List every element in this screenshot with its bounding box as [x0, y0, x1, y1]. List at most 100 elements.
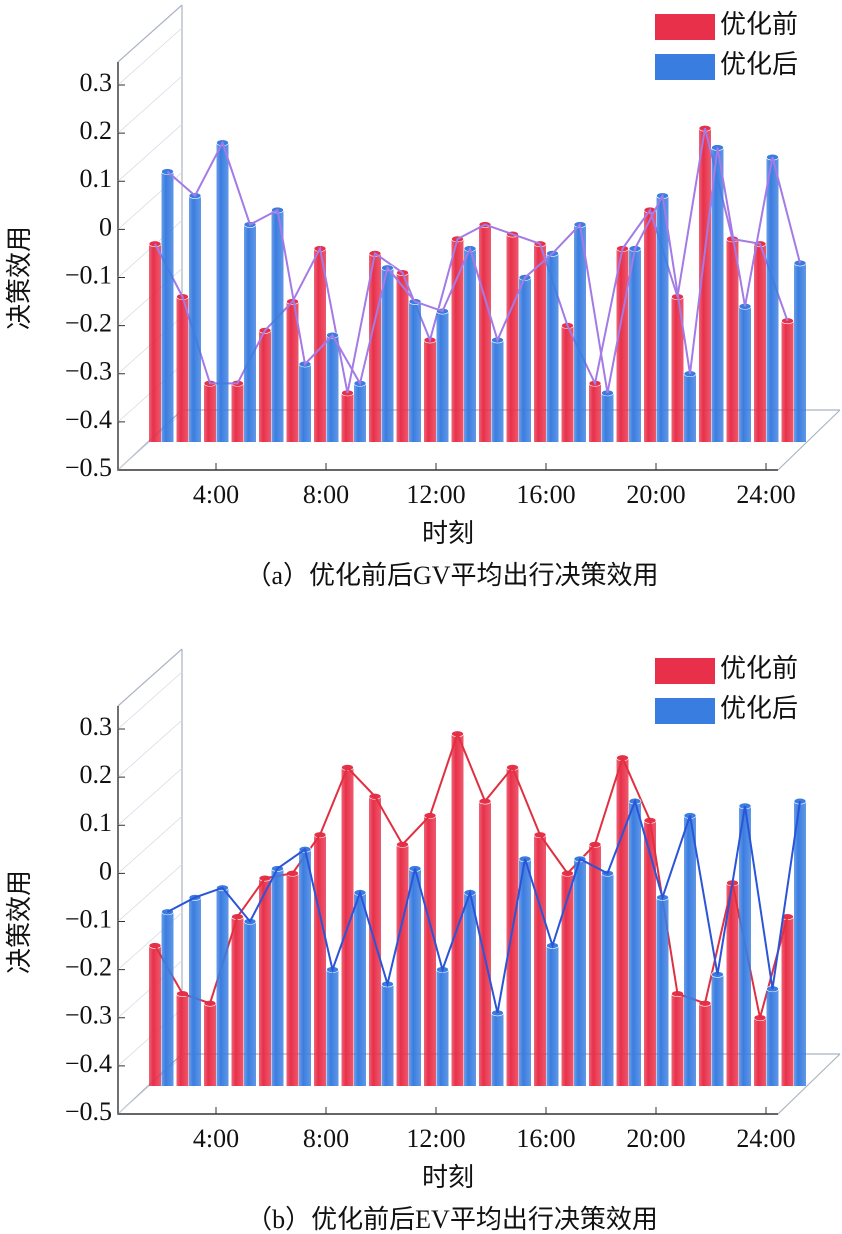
- bar: [711, 974, 724, 1086]
- bar: [616, 757, 629, 1086]
- bar: [354, 892, 366, 1086]
- bar: [629, 248, 641, 442]
- legend-swatch: [655, 658, 715, 684]
- bar: [711, 147, 724, 442]
- bar: [149, 945, 161, 1086]
- grid-line: [117, 27, 183, 86]
- y-tick-label: −0.3: [65, 357, 112, 386]
- bar: [464, 892, 476, 1086]
- bar: [424, 340, 436, 442]
- bar: [381, 267, 394, 442]
- bar: [479, 224, 491, 442]
- y-tick-label: 0.1: [80, 164, 113, 193]
- bar: [299, 849, 311, 1086]
- bar: [204, 383, 216, 442]
- bar: [409, 301, 421, 442]
- x-tick-label: 8:00: [303, 480, 349, 509]
- bar: [424, 815, 436, 1086]
- bar: [574, 858, 586, 1086]
- grid-line: [117, 816, 183, 874]
- bar: [204, 1003, 216, 1086]
- x-axis-label: 时刻: [422, 519, 474, 548]
- bar: [656, 195, 669, 442]
- x-tick-label: 16:00: [516, 1124, 575, 1153]
- y-tick-label: −0.2: [65, 953, 112, 982]
- bar: [314, 248, 326, 442]
- bar: [299, 364, 311, 442]
- legend-label: 优化后: [720, 694, 798, 723]
- bar: [161, 171, 174, 442]
- x-tick-label: 24:00: [736, 480, 795, 509]
- y-tick-label: 0.1: [80, 808, 113, 837]
- bar: [534, 834, 546, 1086]
- bar: [491, 1012, 504, 1086]
- bar: [754, 1017, 766, 1086]
- grid-line: [117, 767, 183, 826]
- bar: [396, 844, 409, 1086]
- bar: [766, 157, 779, 442]
- x-tick-label: 12:00: [406, 1124, 465, 1153]
- bar: [561, 325, 574, 442]
- y-tick-label: 0.3: [80, 712, 113, 741]
- bar: [519, 858, 531, 1086]
- bar: [244, 224, 256, 442]
- grid-line: [117, 75, 183, 134]
- bar: [574, 224, 586, 442]
- bar: [546, 253, 559, 442]
- x-tick-label: 8:00: [303, 1124, 349, 1153]
- y-tick-label: −0.3: [65, 1001, 112, 1030]
- bar: [176, 296, 189, 442]
- bar: [546, 945, 559, 1086]
- bar: [216, 142, 229, 442]
- y-tick-label: 0: [99, 856, 112, 885]
- legend-label: 优化后: [720, 50, 798, 79]
- bar: [149, 243, 161, 442]
- bar: [189, 897, 201, 1086]
- bar: [739, 306, 751, 442]
- y-tick-label: 0.3: [80, 68, 113, 97]
- bar: [644, 210, 656, 442]
- y-tick-label: −0.4: [65, 1049, 112, 1078]
- bar: [354, 383, 366, 442]
- bar: [684, 373, 696, 442]
- y-tick-label: −0.1: [65, 904, 112, 933]
- bar: [216, 887, 229, 1086]
- bar: [601, 873, 614, 1086]
- x-tick-label: 4:00: [193, 1124, 239, 1153]
- bar: [189, 195, 201, 442]
- bar: [491, 340, 504, 442]
- bar: [271, 868, 284, 1086]
- bar: [754, 243, 766, 442]
- x-tick-label: 4:00: [193, 480, 239, 509]
- bar: [629, 801, 641, 1086]
- bar: [616, 248, 629, 442]
- series-line: [167, 798, 801, 1014]
- bar: [464, 248, 476, 442]
- bar: [409, 868, 421, 1086]
- bar: [671, 993, 684, 1086]
- bar: [479, 801, 491, 1086]
- bar: [781, 916, 794, 1086]
- grid-line: [117, 671, 183, 730]
- legend-swatch: [655, 698, 715, 724]
- y-tick-label: −0.4: [65, 405, 112, 434]
- bar: [794, 263, 806, 442]
- legend-swatch: [655, 54, 715, 80]
- y-tick-label: −0.5: [65, 453, 112, 482]
- y-tick-label: 0: [99, 212, 112, 241]
- bar: [286, 873, 299, 1086]
- grid-line: [117, 123, 183, 182]
- bar: [739, 806, 751, 1086]
- bar: [699, 1003, 711, 1086]
- bar: [271, 210, 284, 442]
- x-tick-label: 16:00: [516, 480, 575, 509]
- bar: [326, 335, 339, 442]
- x-tick-label: 24:00: [736, 1124, 795, 1153]
- x-tick-label: 20:00: [626, 1124, 685, 1153]
- bar: [451, 733, 464, 1086]
- y-tick-label: −0.5: [65, 1097, 112, 1126]
- bar: [436, 311, 449, 442]
- bar: [369, 253, 381, 442]
- series-line: [154, 730, 789, 1019]
